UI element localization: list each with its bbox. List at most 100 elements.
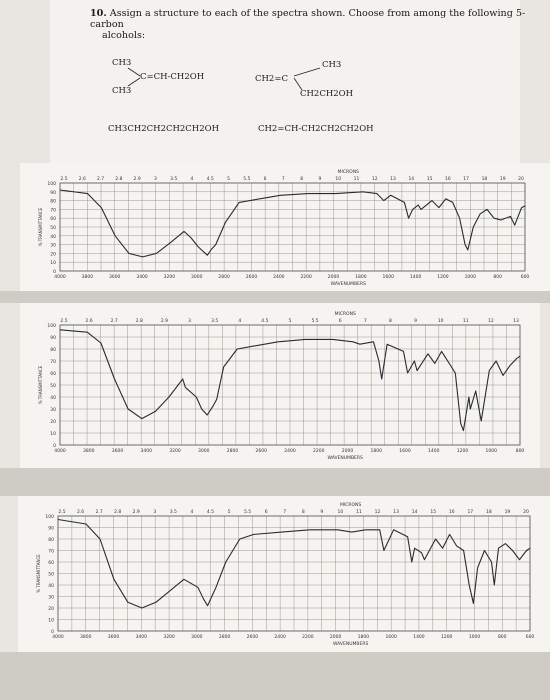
micron-tick-label: 4.5 [261, 318, 268, 324]
y-tick-label: 70 [50, 359, 56, 365]
micron-tick-label: 3 [188, 318, 191, 324]
y-tick-label: 70 [50, 207, 56, 213]
y-tick-label: 100 [47, 323, 56, 329]
y-tick-label: 70 [48, 549, 54, 555]
x-tick-label: 4000 [54, 274, 66, 280]
micron-tick-label: 13 [390, 176, 396, 182]
x-tick-label: 2400 [274, 634, 286, 640]
y-tick-label: 20 [48, 606, 54, 612]
structure-1-bonds [127, 67, 141, 87]
question-text: 10. Assign a structure to each of the sp… [90, 8, 530, 41]
micron-tick-label: 2.6 [86, 318, 93, 324]
x-tick-label: 1800 [355, 274, 367, 280]
micron-tick-label: 3.5 [170, 176, 177, 182]
micron-tick-label: 6 [265, 509, 268, 515]
structure-2-chain: CH2CH2OH [300, 89, 354, 99]
micron-tick-label: 5.5 [312, 318, 319, 324]
structure-4: CH2=CH-CH2CH2CH2OH [258, 124, 374, 134]
x-tick-label: 1600 [383, 274, 395, 280]
micron-tick-label: 10 [335, 176, 341, 182]
ir-spectrum-2: 100 90 80 70 60 50 40 30 20 10 0 4000 3800 3600 3400 32… [20, 303, 540, 468]
y-axis-label: % TRANSMITTANCE [38, 365, 43, 404]
y-tick-label: 0 [53, 269, 56, 275]
x-tick-label: 600 [526, 634, 535, 640]
structure-2-main: CH2=C [255, 74, 288, 84]
micron-tick-label: 5 [289, 318, 292, 324]
y-tick-label: 50 [50, 383, 56, 389]
micron-tick-label: 7 [283, 509, 286, 515]
x-tick-label: 1800 [371, 448, 383, 454]
x-axis-label: WAVENUMBERS [331, 281, 367, 287]
x-tick-label: 1000 [465, 274, 477, 280]
x-tick-label: 800 [493, 274, 502, 280]
y-tick-label: 90 [50, 190, 56, 196]
micron-tick-label: 2.9 [134, 176, 141, 182]
micron-tick-label: 13 [393, 509, 399, 515]
spectrum-trace [59, 329, 521, 432]
micron-tick-label: 8 [302, 509, 305, 515]
micron-tick-label: 3.5 [211, 318, 218, 324]
x-tick-label: 800 [498, 634, 507, 640]
ir-spectrum-3: 100 90 80 70 60 50 40 30 20 10 0 4000 3800 3600 3400 32… [18, 496, 550, 652]
micron-tick-label: 5 [228, 509, 231, 515]
plot-frame [59, 324, 521, 446]
structure-3: CH3CH2CH2CH2CH2OH [108, 124, 220, 134]
micron-tick-label: 6 [264, 176, 267, 182]
y-tick-label: 50 [50, 225, 56, 231]
x-tick-label: 2800 [219, 634, 231, 640]
x-axis-label: WAVENUMBERS [328, 455, 364, 461]
y-axis-label: % TRANSMITTANCE [38, 207, 43, 246]
micron-tick-label: 2.7 [96, 509, 103, 515]
micron-tick-label: 18 [482, 176, 488, 182]
micron-tick-label: 7 [282, 176, 285, 182]
y-tick-label: 0 [51, 629, 54, 635]
y-tick-label: 30 [50, 243, 56, 249]
structure-2-bonds [293, 67, 321, 91]
question-number: 10. [90, 8, 107, 19]
x-tick-label: 1000 [469, 634, 481, 640]
micron-tick-label: 8 [389, 318, 392, 324]
y-tick-label: 60 [48, 560, 54, 566]
plot-frame [59, 182, 526, 272]
micron-axis-label: MICRONS [340, 502, 361, 508]
x-tick-label: 2800 [227, 448, 239, 454]
micron-tick-label: 4.5 [207, 509, 214, 515]
x-tick-label: 1400 [413, 634, 425, 640]
y-tick-label: 40 [50, 234, 56, 240]
x-tick-label: 1600 [399, 448, 411, 454]
micron-tick-label: 2.7 [97, 176, 104, 182]
x-tick-label: 3400 [136, 634, 148, 640]
micron-tick-label: 19 [505, 509, 511, 515]
micron-tick-label: 10 [438, 318, 444, 324]
x-tick-label: 800 [516, 448, 525, 454]
micron-tick-label: 16 [445, 176, 451, 182]
micron-tick-label: 16 [449, 509, 455, 515]
x-tick-label: 1000 [486, 448, 498, 454]
spectrum-trace [59, 189, 526, 258]
micron-tick-label: 19 [500, 176, 506, 182]
y-tick-label: 30 [50, 407, 56, 413]
x-tick-label: 4000 [52, 634, 64, 640]
question-line2: alcohols: [102, 30, 146, 41]
micron-tick-label: 2.7 [111, 318, 118, 324]
y-tick-label: 30 [48, 595, 54, 601]
micron-tick-label: 3.5 [170, 509, 177, 515]
y-tick-label: 100 [45, 514, 54, 520]
micron-tick-label: 14 [412, 509, 418, 515]
x-tick-label: 3000 [191, 274, 203, 280]
x-tick-label: 1400 [410, 274, 422, 280]
x-tick-label: 2200 [300, 274, 312, 280]
micron-tick-label: 4.5 [207, 176, 214, 182]
y-tick-label: 40 [50, 395, 56, 401]
micron-tick-label: 4 [191, 176, 194, 182]
x-tick-label: 1800 [358, 634, 370, 640]
x-tick-label: 2600 [247, 634, 259, 640]
ir-spectrum-1: 100 90 80 70 60 50 40 30 20 10 0 4000 3800 3600 3400 32… [20, 163, 550, 291]
x-tick-label: 3600 [108, 634, 120, 640]
micron-tick-label: 20 [523, 509, 529, 515]
micron-axis-label: MICRONS [338, 169, 359, 175]
x-tick-label: 3400 [136, 274, 148, 280]
y-tick-label: 100 [47, 181, 56, 187]
